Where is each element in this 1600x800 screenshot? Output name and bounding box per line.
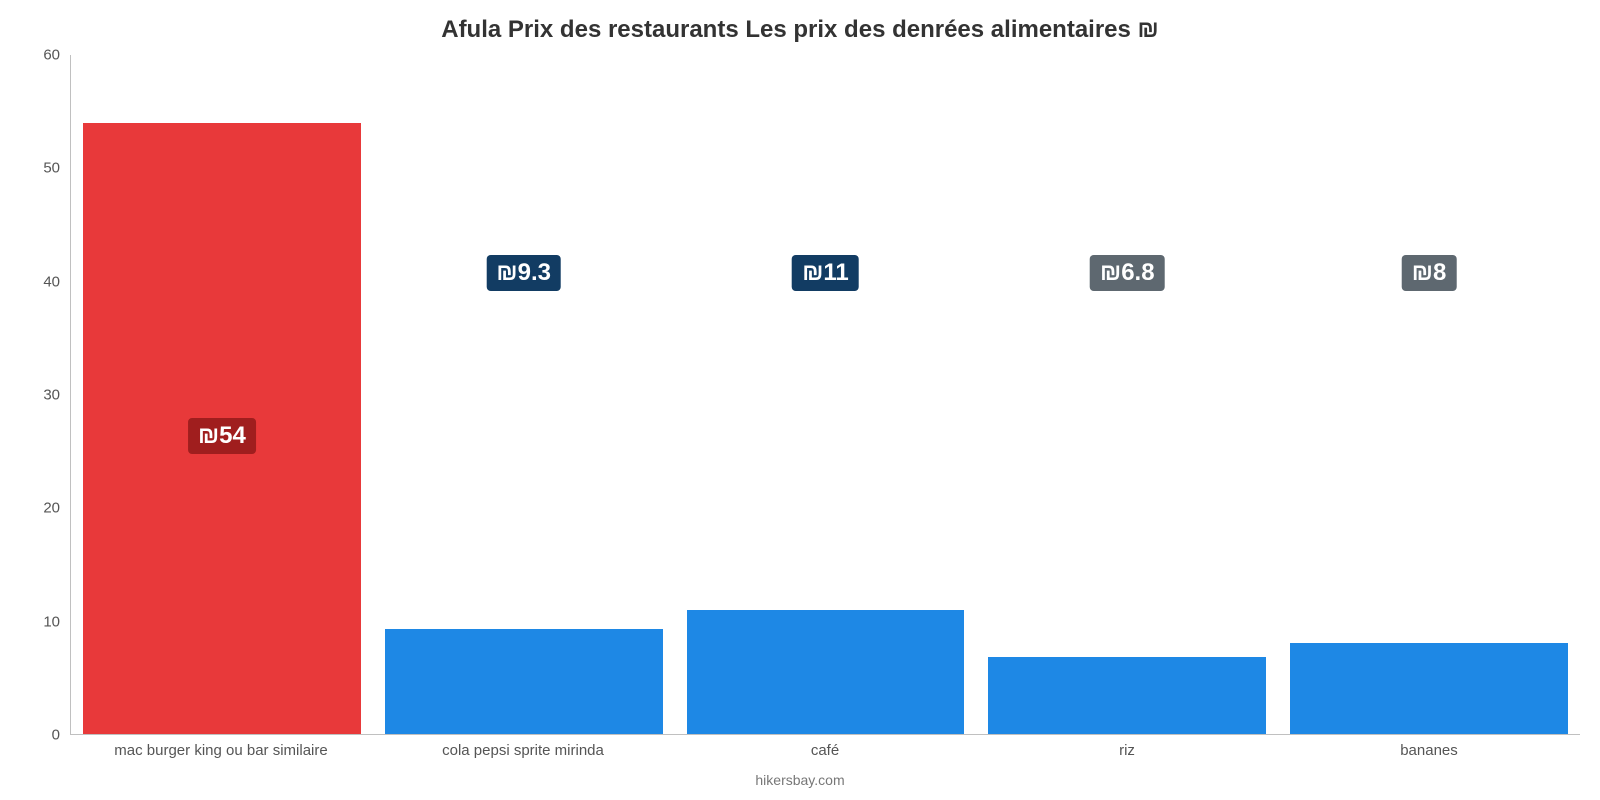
value-badge: ₪6.8 bbox=[1090, 255, 1165, 291]
y-tick-label: 60 bbox=[10, 47, 60, 64]
bar bbox=[988, 657, 1266, 734]
value-badge: ₪54 bbox=[188, 418, 256, 454]
y-tick-label: 0 bbox=[10, 727, 60, 744]
value-badge: ₪8 bbox=[1402, 255, 1457, 291]
x-axis-label: bananes bbox=[1278, 742, 1580, 759]
bar bbox=[1290, 643, 1568, 734]
chart-container: Afula Prix des restaurants Les prix des … bbox=[0, 0, 1600, 800]
bar bbox=[687, 610, 965, 734]
bar bbox=[385, 629, 663, 734]
bar-slot: ₪11 bbox=[675, 55, 977, 734]
chart-title: Afula Prix des restaurants Les prix des … bbox=[0, 16, 1600, 44]
bar-slot: ₪8 bbox=[1278, 55, 1580, 734]
value-badge: ₪11 bbox=[792, 255, 859, 291]
y-tick-label: 20 bbox=[10, 500, 60, 517]
bar-slot: ₪9.3 bbox=[373, 55, 675, 734]
x-axis-label: cola pepsi sprite mirinda bbox=[372, 742, 674, 759]
y-tick-label: 10 bbox=[10, 613, 60, 630]
plot-area: ₪54 ₪9.3 ₪11 ₪6.8 ₪8 bbox=[70, 55, 1580, 735]
x-axis-labels: mac burger king ou bar similairecola pep… bbox=[70, 742, 1580, 759]
attribution-text: hikersbay.com bbox=[0, 772, 1600, 788]
bar-slot: ₪54 bbox=[71, 55, 373, 734]
y-tick-label: 50 bbox=[10, 160, 60, 177]
x-axis-label: riz bbox=[976, 742, 1278, 759]
x-axis-label: café bbox=[674, 742, 976, 759]
bars-group: ₪54 ₪9.3 ₪11 ₪6.8 ₪8 bbox=[71, 55, 1580, 734]
value-badge: ₪9.3 bbox=[486, 255, 561, 291]
x-axis-label: mac burger king ou bar similaire bbox=[70, 742, 372, 759]
bar-slot: ₪6.8 bbox=[976, 55, 1278, 734]
y-tick-label: 40 bbox=[10, 273, 60, 290]
y-tick-label: 30 bbox=[10, 387, 60, 404]
